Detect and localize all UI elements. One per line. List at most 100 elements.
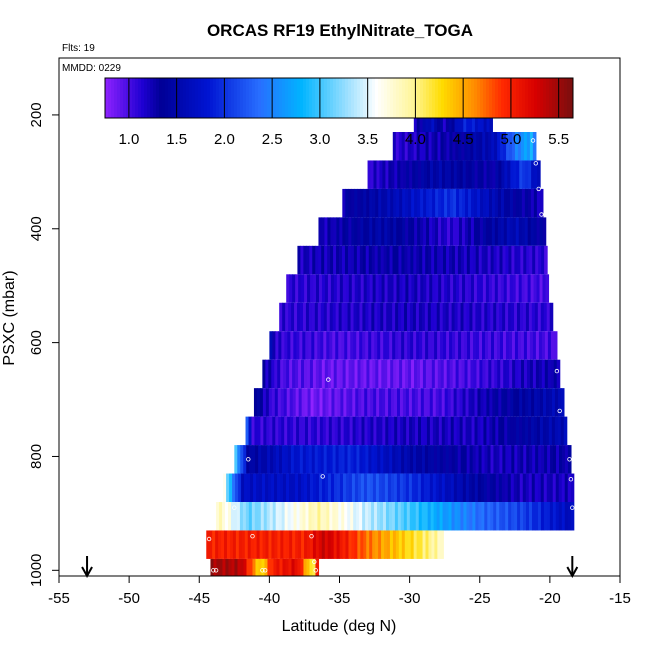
heat-cell (536, 217, 541, 246)
heat-cell (366, 473, 371, 502)
heat-cell (431, 359, 436, 389)
heat-cell (424, 445, 429, 474)
heat-cell (467, 359, 472, 389)
heat-cell (539, 416, 544, 446)
heat-cell (509, 274, 514, 303)
colorbar-cell (336, 78, 340, 118)
heat-cell (303, 245, 307, 275)
heat-cell (310, 274, 314, 303)
heat-cell (286, 274, 290, 303)
colorbar-cell (264, 78, 268, 118)
heat-cell (405, 473, 410, 502)
colorbar-cell (180, 78, 184, 118)
heat-cell (290, 445, 295, 474)
heat-cell (411, 217, 415, 246)
heat-cell (269, 502, 274, 531)
heat-cell (345, 359, 350, 389)
colorbar-cell (306, 78, 310, 118)
band-2 (367, 160, 541, 189)
colorbar-cell (258, 78, 262, 118)
heat-cell (528, 160, 532, 189)
heat-cell (435, 217, 439, 246)
heat-cell (377, 245, 382, 275)
heat-cell (431, 132, 436, 161)
heat-cell (253, 388, 258, 417)
colorbar-cell (516, 78, 520, 118)
heat-cell (463, 109, 467, 132)
heat-cell (428, 530, 433, 559)
heat-cell (567, 445, 572, 474)
heat-cell (316, 416, 321, 446)
colorbar-cell (234, 78, 238, 118)
heat-cell (476, 132, 480, 161)
heat-cell (440, 245, 444, 275)
heat-cell (465, 160, 470, 189)
heat-cell (458, 217, 463, 246)
heat-cell (456, 416, 461, 446)
band-14 (216, 502, 575, 531)
heat-cell (523, 502, 527, 531)
heat-cell (390, 359, 394, 389)
heat-cell (326, 445, 331, 474)
heat-cell (299, 331, 303, 360)
heat-cell (545, 416, 550, 446)
heat-cell (416, 109, 421, 132)
heat-cell (456, 473, 461, 502)
heat-cell (408, 473, 413, 502)
heat-cell (362, 331, 366, 360)
x-tick-label: -15 (609, 590, 631, 607)
heat-cell (428, 245, 432, 275)
heat-cell (332, 331, 336, 360)
heat-cell (316, 388, 321, 417)
heat-cell (295, 359, 299, 389)
heat-cell (312, 245, 316, 275)
heat-cell (279, 558, 284, 576)
heat-cell (414, 188, 418, 218)
heat-cell (353, 331, 357, 360)
heat-cell (499, 331, 504, 360)
colorbar-cell (345, 78, 349, 118)
heat-cell (454, 302, 459, 332)
heat-cell (288, 558, 293, 576)
heat-cell (551, 388, 556, 417)
heat-cell (386, 445, 390, 474)
heat-cell (384, 188, 388, 218)
heat-cell (485, 217, 490, 246)
heat-cell (470, 274, 475, 303)
heat-cell (472, 109, 476, 132)
heat-cell (354, 359, 359, 389)
heat-cell (520, 445, 524, 474)
colorbar-cell (402, 78, 406, 118)
heat-cell (234, 445, 238, 474)
heat-cell (438, 416, 443, 446)
heat-cell (506, 132, 510, 161)
heat-cell (215, 530, 219, 559)
heat-cell (278, 445, 283, 474)
heat-cell (483, 160, 488, 189)
heat-cell (471, 388, 476, 417)
heat-cell (529, 445, 533, 474)
heat-cell (401, 530, 406, 559)
heat-cell (482, 132, 486, 161)
band-11 (245, 416, 568, 446)
heat-cell (359, 245, 364, 275)
heat-cell (534, 502, 539, 531)
heat-cell (340, 388, 344, 417)
heat-cell (437, 245, 441, 275)
heat-cell (313, 274, 317, 303)
heat-cell (454, 245, 459, 275)
heat-cell (440, 109, 444, 132)
colorbar-cell (294, 78, 298, 118)
colorbar-cell (183, 78, 187, 118)
heat-cell (433, 502, 438, 531)
heat-cell (415, 160, 419, 189)
heat-cell (263, 416, 267, 446)
heat-cell (255, 558, 260, 576)
colorbar-cell (255, 78, 259, 118)
heat-cell (390, 473, 395, 502)
colorbar-cell (525, 78, 529, 118)
heat-cell (464, 132, 468, 161)
heat-cell (292, 359, 296, 389)
heat-cell (369, 217, 373, 246)
heat-cell (359, 302, 364, 332)
